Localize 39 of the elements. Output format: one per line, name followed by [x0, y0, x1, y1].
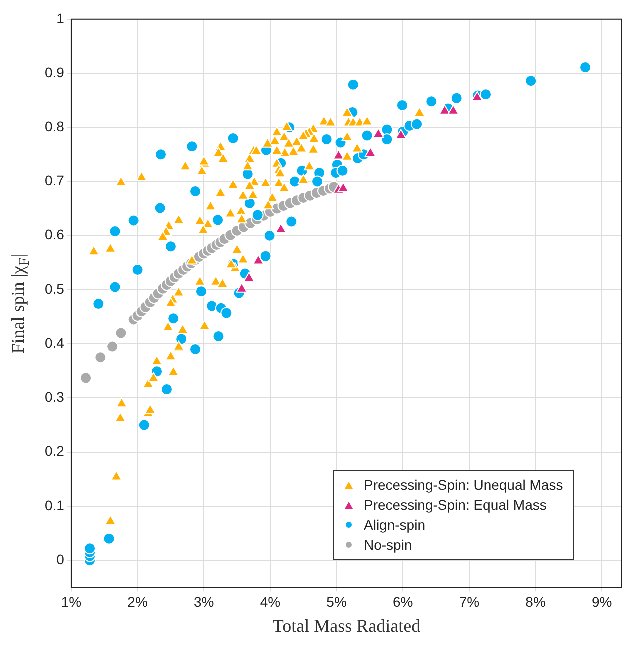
legend-label: Precessing-Spin: Unequal Mass — [364, 476, 564, 495]
x-tick-label: 3% — [194, 594, 214, 610]
y-tick-label: 0.4 — [44, 334, 65, 351]
point — [115, 327, 128, 340]
point — [252, 254, 264, 265]
x-tick-label: 9% — [592, 594, 612, 610]
point — [94, 352, 107, 364]
x-tick-label: 8% — [526, 594, 546, 610]
legend-label: Precessing-Spin: Equal Mass — [364, 496, 547, 515]
y-tick-label: 0.3 — [44, 389, 65, 406]
y-tick-label: 0.2 — [44, 443, 65, 460]
point — [338, 182, 350, 192]
y-tick-label: 0.8 — [44, 118, 65, 134]
y-tick-label: 0.7 — [44, 172, 65, 189]
y-tick-label: 0.1 — [44, 497, 65, 514]
point — [275, 223, 287, 234]
legend-label: Align-spin — [364, 516, 426, 535]
x-tick-label: 4% — [260, 594, 281, 610]
x-tick-label: 7% — [459, 594, 480, 610]
y-tick-label: 0.5 — [44, 280, 65, 297]
y-tick-label: 1 — [56, 10, 65, 26]
point — [448, 104, 460, 115]
point — [439, 104, 451, 115]
point — [106, 340, 119, 353]
y-tick-label: 0.6 — [44, 226, 65, 243]
point — [333, 150, 344, 160]
x-axis-title: Total Mass Radiated — [272, 616, 421, 636]
y-tick-label: 0.9 — [44, 64, 65, 80]
point — [372, 128, 384, 138]
legend-label: No-spin — [364, 536, 412, 555]
x-tick-label: 2% — [128, 594, 148, 610]
y-tick-label: 0 — [56, 551, 65, 568]
x-tick-label: 6% — [392, 594, 414, 610]
point — [364, 147, 376, 158]
point — [80, 372, 92, 384]
x-tick-label: 1% — [61, 594, 82, 610]
point — [244, 272, 255, 282]
point — [395, 129, 407, 140]
x-tick-label: 5% — [326, 594, 347, 610]
